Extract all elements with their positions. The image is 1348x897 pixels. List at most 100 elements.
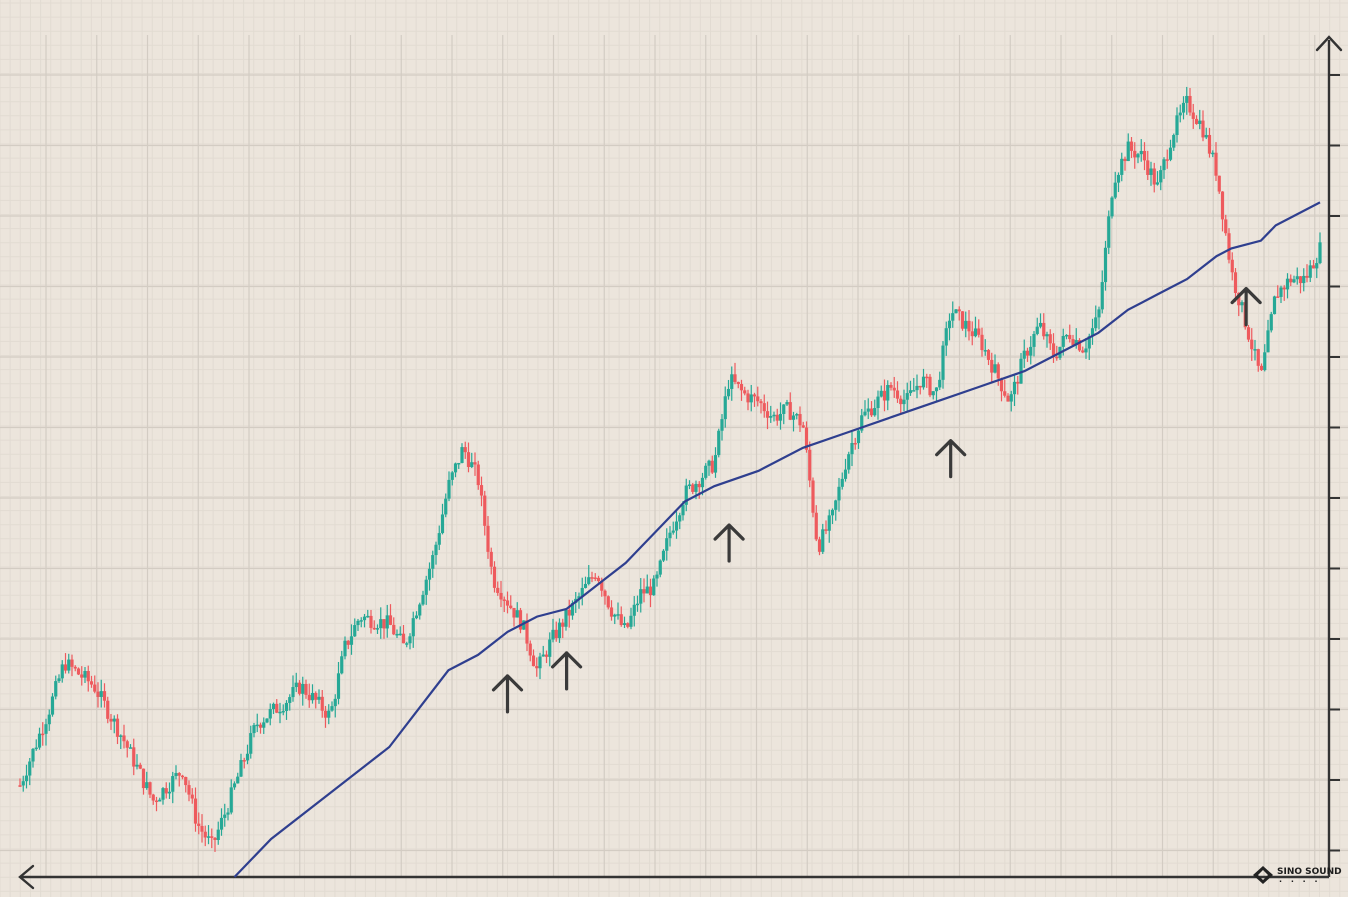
candle-body-down xyxy=(197,823,201,826)
candle-body-down xyxy=(733,374,737,382)
x-axis-arrow-icon xyxy=(18,864,35,890)
candle-body-up xyxy=(840,478,844,487)
candle-body-down xyxy=(1194,118,1199,124)
candle-body-up xyxy=(1107,216,1111,248)
candle-body-down xyxy=(177,773,181,776)
candle-body-up xyxy=(1178,112,1182,116)
candle-body-up xyxy=(359,620,363,622)
candle-body-down xyxy=(1081,350,1085,353)
candle-body-up xyxy=(453,463,458,473)
support-arrow-icon xyxy=(550,651,583,691)
candle-body-down xyxy=(1051,343,1056,357)
candle-body-up xyxy=(941,345,945,380)
candle-body-down xyxy=(1237,292,1241,306)
candle-body-down xyxy=(986,350,991,360)
candle-body-down xyxy=(18,785,22,787)
candle-body-up xyxy=(947,320,952,329)
candle-body-up xyxy=(886,384,890,401)
candle-body-down xyxy=(593,577,597,580)
candle-body-down xyxy=(479,485,484,496)
candle-body-down xyxy=(138,764,142,769)
candle-body-up xyxy=(1032,333,1036,347)
candle-body-down xyxy=(80,674,84,678)
candle-body-down xyxy=(496,587,500,593)
candle-body-down xyxy=(525,620,529,644)
candle-body-up xyxy=(1308,265,1312,278)
candle-body-up xyxy=(99,691,103,697)
diamond-logo-icon xyxy=(1253,866,1273,884)
candle-body-up xyxy=(538,656,542,669)
candle-body-down xyxy=(1220,191,1225,220)
candle-body-down xyxy=(96,691,100,697)
candle-body-down xyxy=(509,605,513,609)
candle-body-down xyxy=(1129,141,1134,151)
candle-body-down xyxy=(1282,287,1286,290)
candle-body-up xyxy=(50,696,55,715)
candle-body-up xyxy=(850,442,854,455)
candle-body-down xyxy=(853,442,857,445)
support-arrow-icon xyxy=(713,523,745,563)
candle-body-down xyxy=(1048,334,1052,344)
candle-body-down xyxy=(811,480,815,513)
candle-body-up xyxy=(921,376,926,388)
candle-body-up xyxy=(145,782,149,789)
candle-body-up xyxy=(1240,302,1244,306)
candle-body-up xyxy=(915,385,919,391)
candle-body-up xyxy=(294,682,298,688)
candle-body-down xyxy=(154,800,159,803)
candle-body-down xyxy=(600,581,604,591)
candle-body-down xyxy=(1217,175,1221,192)
candle-body-down xyxy=(323,710,328,718)
candle-body-down xyxy=(739,384,744,391)
candle-body-down xyxy=(258,724,263,728)
candle-body-up xyxy=(827,515,831,531)
candle-body-up xyxy=(434,544,438,556)
candle-body-up xyxy=(541,654,545,657)
candle-body-up xyxy=(1012,381,1017,395)
candle-body-down xyxy=(346,640,350,645)
candle-body-up xyxy=(226,812,230,815)
candle-body-up xyxy=(616,614,620,616)
candle-body-up xyxy=(905,393,909,400)
candle-body-up xyxy=(908,390,913,394)
candle-body-down xyxy=(502,599,506,601)
candle-body-up xyxy=(28,761,32,776)
candle-body-down xyxy=(489,551,493,567)
candle-body-up xyxy=(447,479,451,499)
candle-body-down xyxy=(1259,365,1264,371)
candle-body-down xyxy=(1123,158,1127,162)
candle-body-down xyxy=(505,600,510,606)
candle-body-up xyxy=(1094,317,1098,329)
candle-body-up xyxy=(1172,135,1176,148)
candle-body-up xyxy=(1035,326,1039,334)
candle-body-up xyxy=(356,620,360,626)
candle-body-up xyxy=(902,399,906,405)
candle-body-up xyxy=(694,483,698,492)
support-arrow-icon xyxy=(1230,286,1262,327)
candle-body-up xyxy=(21,781,25,786)
candle-body-down xyxy=(528,643,532,656)
candle-body-up xyxy=(1315,263,1319,269)
moving-average-line xyxy=(233,201,1321,878)
candle-body-up xyxy=(291,687,295,698)
candle-body-down xyxy=(1025,350,1030,356)
candle-body-up xyxy=(863,411,867,416)
candle-body-down xyxy=(1230,259,1234,273)
candle-body-up xyxy=(268,709,272,719)
candle-body-up xyxy=(658,560,662,575)
candle-body-down xyxy=(193,798,198,824)
candle-body-up xyxy=(1181,102,1186,113)
candle-body-up xyxy=(284,702,289,711)
candle-body-up xyxy=(219,817,224,830)
candle-body-up xyxy=(421,594,425,605)
candle-body-down xyxy=(1298,276,1303,284)
candle-body-up xyxy=(271,703,276,710)
candle-body-down xyxy=(187,785,191,795)
candle-body-up xyxy=(1090,328,1095,337)
candle-body-down xyxy=(1071,339,1075,346)
y-axis-arrow-icon xyxy=(1315,35,1343,52)
candle-body-up xyxy=(1211,152,1215,155)
candle-body-up xyxy=(879,390,883,397)
